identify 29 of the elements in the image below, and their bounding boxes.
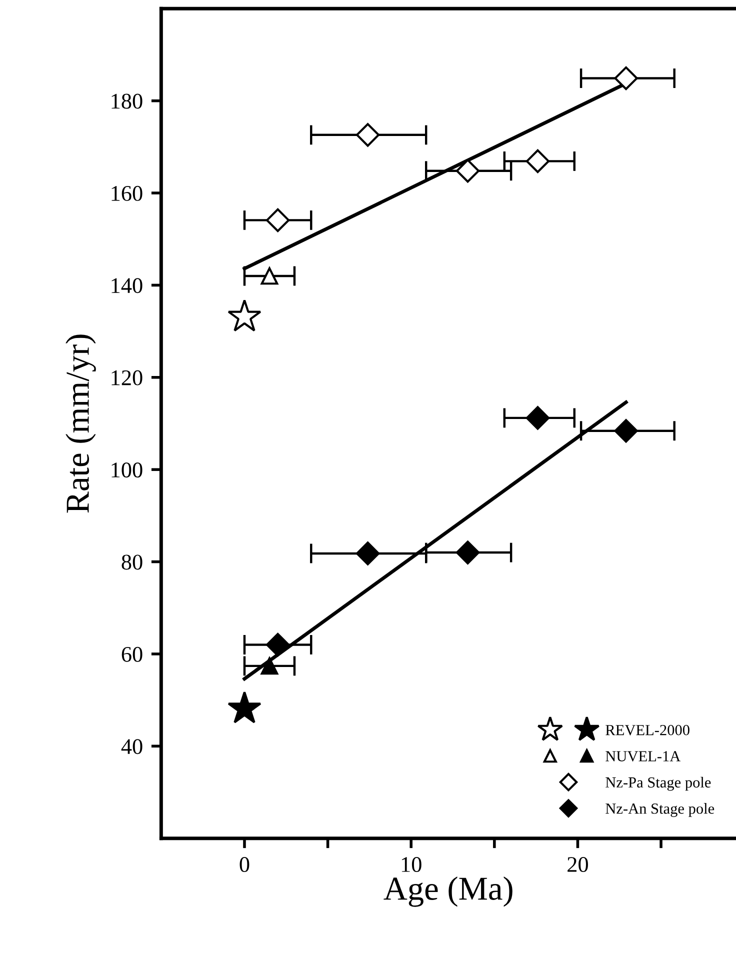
y-tick-label: 160 [112, 186, 142, 201]
point [456, 540, 480, 564]
point [456, 159, 480, 183]
legend-label: NUVEL-1A [606, 751, 681, 762]
point [266, 632, 290, 657]
point [614, 66, 638, 90]
legend-label: Nz-Pa Stage pole [606, 776, 711, 791]
point [266, 208, 290, 232]
y-tick-label: 60 [122, 646, 142, 662]
point [526, 406, 550, 430]
y-tick-label: 140 [112, 278, 142, 294]
point [614, 419, 638, 443]
point [356, 542, 380, 566]
point [260, 267, 278, 285]
y-tick-label: 120 [112, 370, 142, 386]
x-tick-label: 20 [568, 857, 588, 872]
legend-label: Nz-An Stage pole [606, 803, 714, 817]
y-tick-label: 180 [112, 94, 142, 109]
x-tick-label: 10 [402, 857, 422, 872]
x-axis-title: Age (Ma) [384, 876, 512, 907]
y-tick-label: 40 [121, 739, 142, 754]
y-tick-label: 80 [122, 554, 142, 570]
x-tick-label: 0 [240, 857, 250, 872]
legend-label: REVEL-2000 [606, 724, 690, 736]
y-axis-title: Rate (mm/yr) [66, 334, 96, 513]
y-tick-label: 100 [112, 462, 142, 478]
point [260, 657, 278, 675]
point [356, 123, 380, 147]
point [526, 149, 550, 174]
